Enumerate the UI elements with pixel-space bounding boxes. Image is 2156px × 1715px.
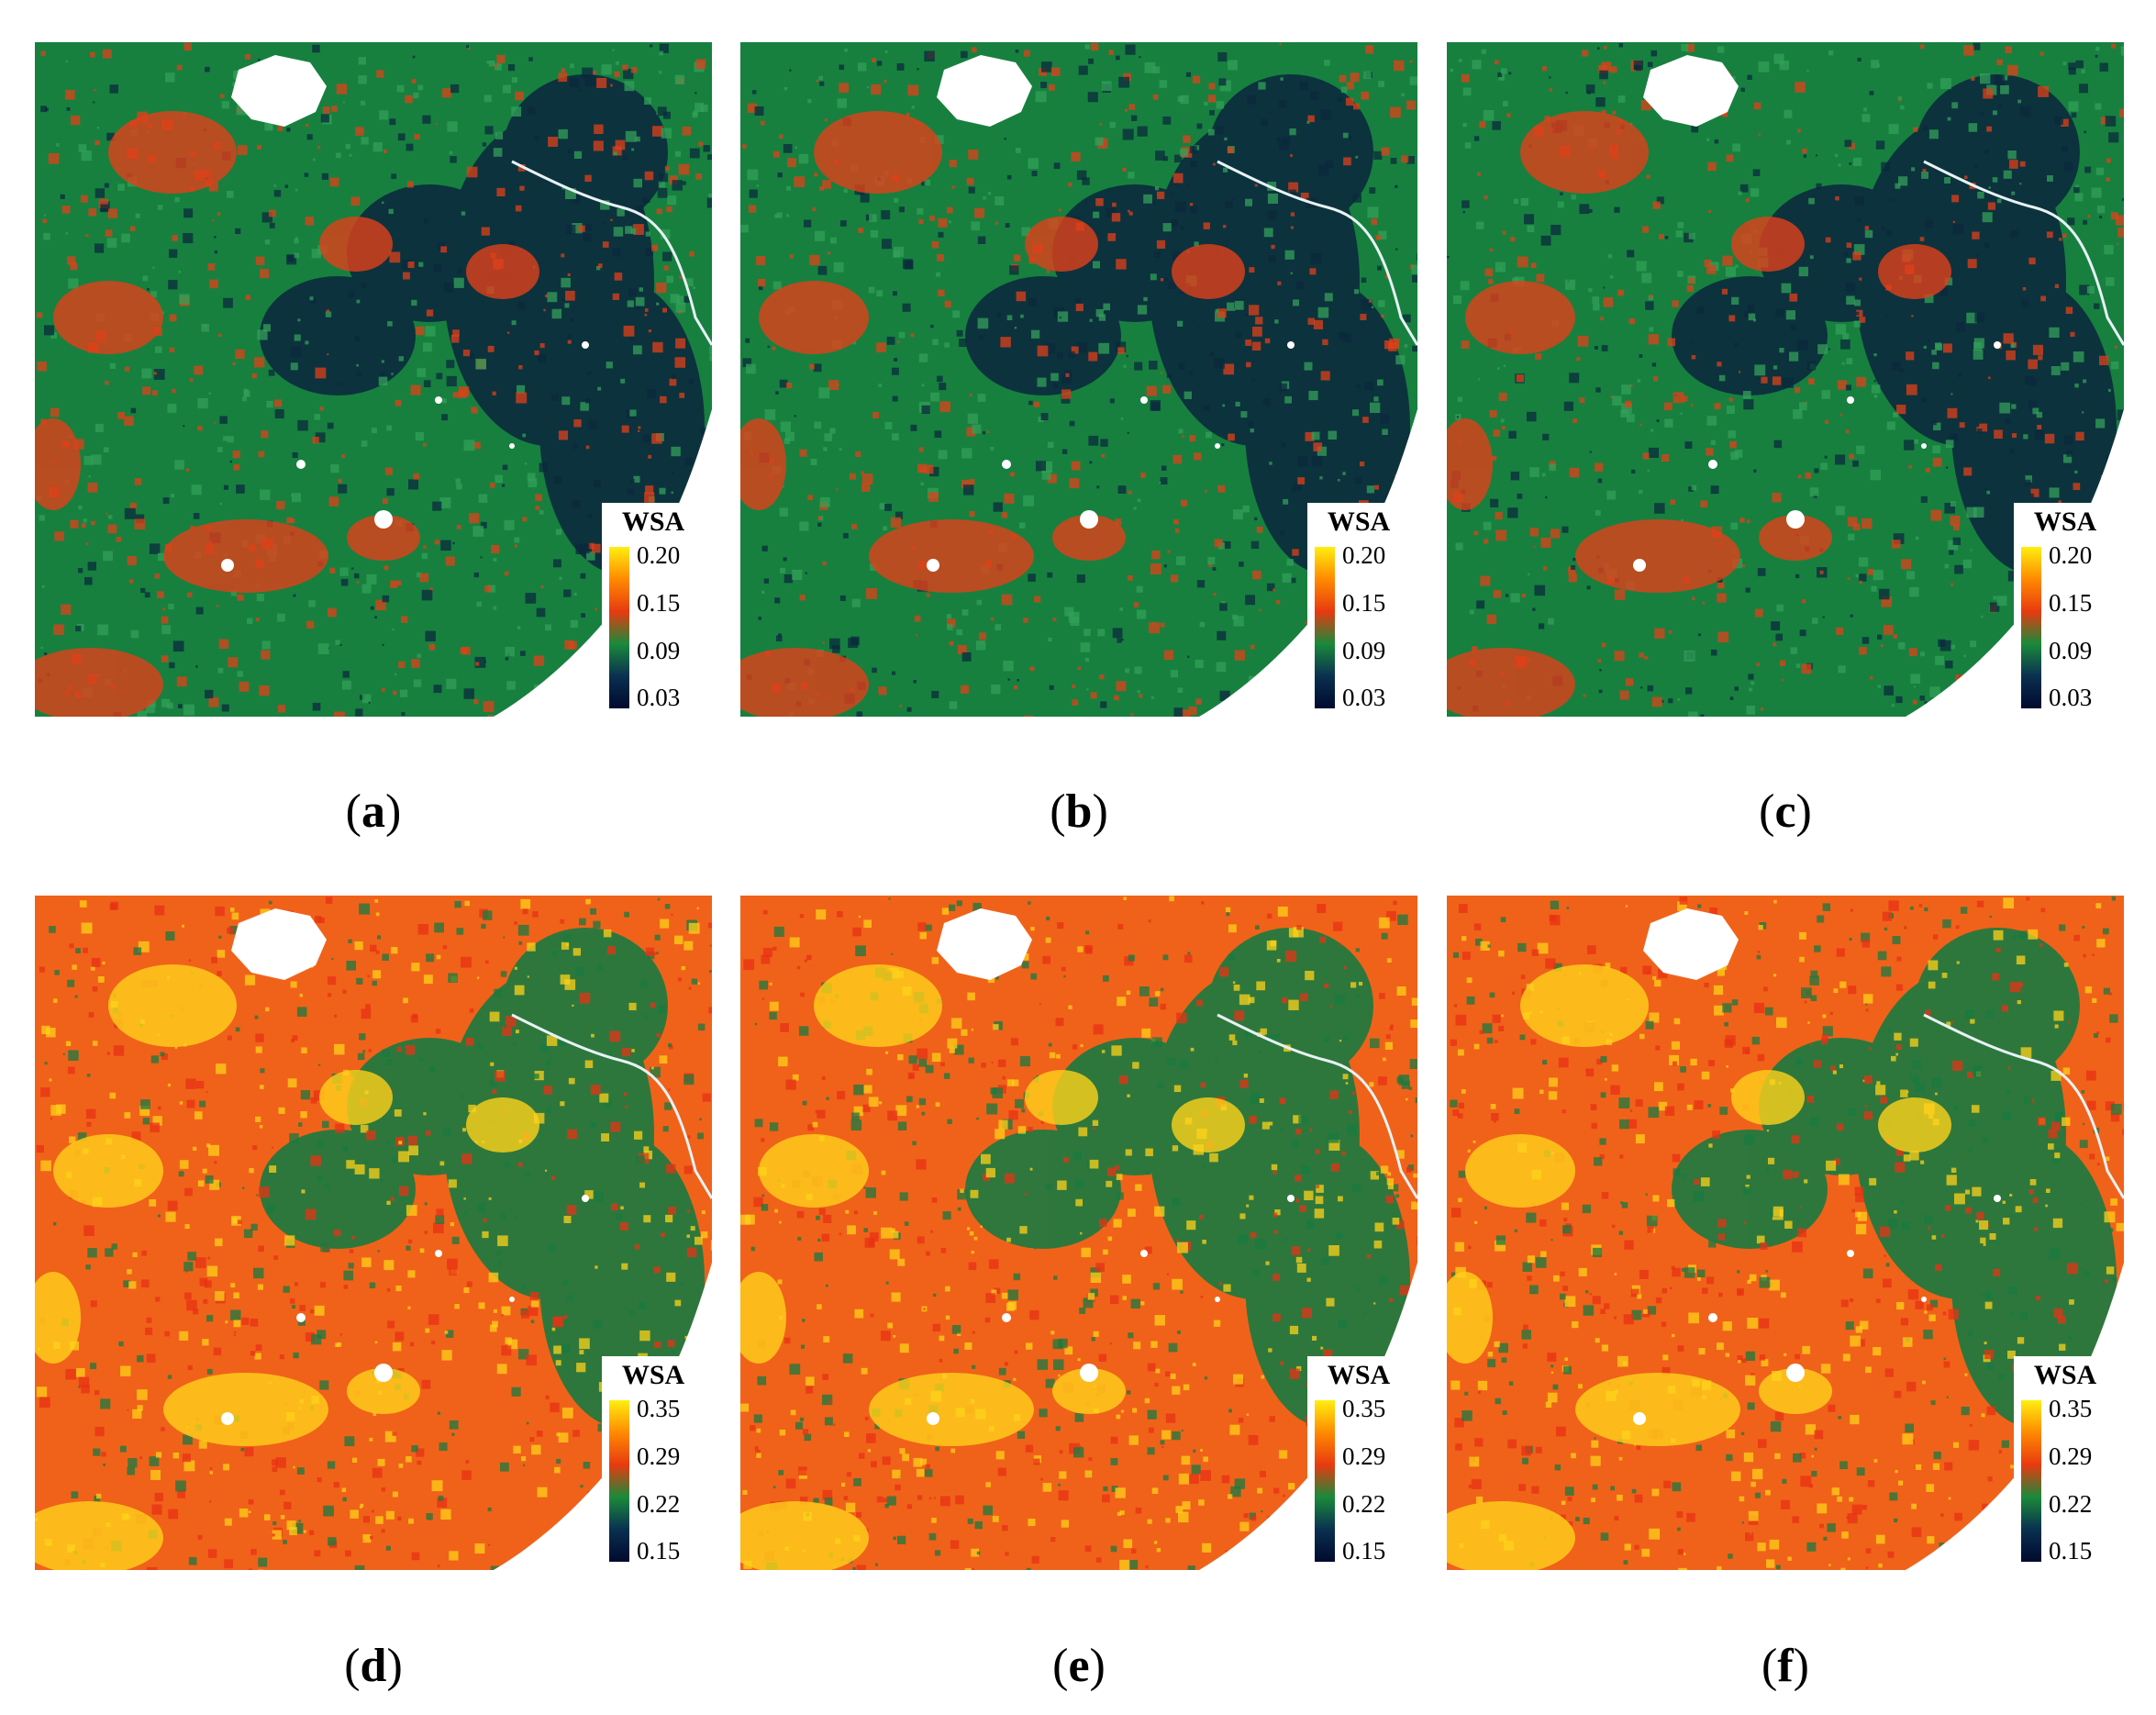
legend-e: WSA 0.35 0.29 0.22 0.15	[1307, 1356, 1410, 1570]
legend-d: WSA 0.35 0.29 0.22 0.15	[602, 1356, 705, 1570]
map-panel-b: WSA 0.20 0.15 0.09 0.03	[740, 42, 1417, 717]
legend-a: WSA 0.20 0.15 0.09 0.03	[602, 503, 705, 717]
legend-tick-a-3: 0.03	[637, 684, 681, 711]
map-panel-f: WSA 0.35 0.29 0.22 0.15	[1447, 896, 2124, 1570]
caption-f: (f)	[1761, 1640, 1809, 1692]
legend-f: WSA 0.35 0.29 0.22 0.15	[2014, 1356, 2117, 1570]
legend-tick-e-0: 0.35	[1342, 1395, 1386, 1422]
caption-c: (c)	[1759, 785, 1812, 838]
legend-tick-b-0: 0.20	[1342, 541, 1386, 569]
legend-title-e: WSA	[1327, 1360, 1391, 1390]
legend-tick-a-0: 0.20	[637, 541, 681, 569]
legend-b: WSA 0.20 0.15 0.09 0.03	[1307, 503, 1410, 717]
map-panel-e: WSA 0.35 0.29 0.22 0.15	[740, 896, 1417, 1570]
legend-tick-f-3: 0.15	[2049, 1537, 2093, 1565]
wsa-map-e	[740, 896, 1417, 1570]
legend-colorbar-a	[609, 547, 629, 708]
legend-tick-b-3: 0.03	[1342, 684, 1386, 711]
legend-tick-f-1: 0.29	[2049, 1442, 2093, 1470]
map-panel-d: WSA 0.35 0.29 0.22 0.15	[35, 896, 712, 1570]
wsa-map-b	[740, 42, 1417, 717]
map-panel-c: WSA 0.20 0.15 0.09 0.03	[1447, 42, 2124, 717]
legend-c: WSA 0.20 0.15 0.09 0.03	[2014, 503, 2117, 717]
legend-tick-d-1: 0.29	[637, 1442, 681, 1470]
legend-tick-b-1: 0.15	[1342, 589, 1386, 617]
wsa-map-c	[1447, 42, 2124, 717]
legend-tick-c-2: 0.09	[2049, 637, 2093, 664]
caption-b: (b)	[1050, 785, 1108, 838]
legend-tick-d-2: 0.22	[637, 1490, 681, 1518]
legend-tick-b-2: 0.09	[1342, 637, 1386, 664]
legend-colorbar-f	[2021, 1400, 2041, 1562]
legend-tick-c-0: 0.20	[2049, 541, 2093, 569]
legend-tick-e-1: 0.29	[1342, 1442, 1386, 1470]
legend-tick-a-1: 0.15	[637, 589, 681, 617]
wsa-map-f	[1447, 896, 2124, 1570]
legend-tick-c-3: 0.03	[2049, 684, 2093, 711]
legend-tick-e-2: 0.22	[1342, 1490, 1386, 1518]
legend-colorbar-e	[1315, 1400, 1335, 1562]
wsa-map-d	[35, 896, 712, 1570]
legend-title-d: WSA	[621, 1360, 685, 1390]
legend-colorbar-d	[609, 1400, 629, 1562]
legend-tick-c-1: 0.15	[2049, 589, 2093, 617]
legend-title-c: WSA	[2033, 507, 2097, 537]
legend-tick-d-0: 0.35	[637, 1395, 681, 1422]
caption-e: (e)	[1052, 1640, 1106, 1692]
legend-title-a: WSA	[621, 507, 685, 537]
legend-tick-a-2: 0.09	[637, 637, 681, 664]
legend-title-f: WSA	[2033, 1360, 2097, 1390]
legend-colorbar-c	[2021, 547, 2041, 708]
caption-a: (a)	[345, 785, 402, 838]
legend-tick-f-0: 0.35	[2049, 1395, 2093, 1422]
legend-tick-f-2: 0.22	[2049, 1490, 2093, 1518]
legend-title-b: WSA	[1327, 507, 1391, 537]
legend-tick-d-3: 0.15	[637, 1537, 681, 1565]
legend-colorbar-b	[1315, 547, 1335, 708]
map-panel-a: WSA 0.20 0.15 0.09 0.03	[35, 42, 712, 717]
legend-tick-e-3: 0.15	[1342, 1537, 1386, 1565]
caption-d: (d)	[344, 1640, 403, 1692]
